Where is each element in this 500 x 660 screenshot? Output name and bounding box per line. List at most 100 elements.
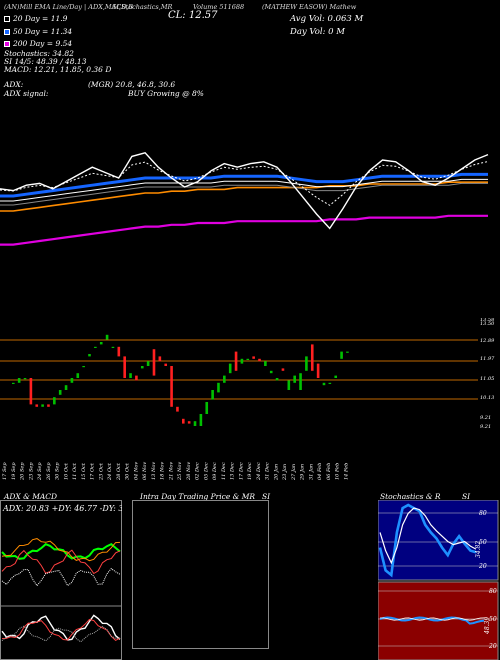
legend-ema20: 20 Day = 11.9 <box>4 14 67 23</box>
candle <box>322 382 326 386</box>
si-line <box>379 616 485 625</box>
candle <box>41 404 44 407</box>
stochastics-panel: 80 50 20 34.82 80 50 20 48.39 <box>378 500 499 660</box>
y-tick-label: 11.97 <box>480 356 495 362</box>
candle <box>170 366 173 407</box>
candle <box>182 418 185 424</box>
x-date-label: 17 Sep <box>2 462 8 480</box>
adx-panel-title: ADX & MACD <box>4 492 58 501</box>
x-date-label: 24 Oct <box>107 462 113 481</box>
x-date-label: 27 Jan <box>291 464 297 481</box>
candle <box>193 421 197 426</box>
si-level-80: 80 <box>489 588 497 595</box>
candle <box>94 346 97 348</box>
macd-line <box>1 614 121 641</box>
candle <box>187 421 191 424</box>
stoch-panel-title: Stochastics & R <box>380 492 441 501</box>
x-date-label: 28 Oct <box>116 462 122 481</box>
legend-si: SI 14/5: 48.39 / 48.13 <box>4 57 87 66</box>
price-line <box>0 152 489 230</box>
legend-adx-signal-value: BUY Growing @ 8% <box>128 89 204 98</box>
intraday-panel-title: Intra Day Trading Price & MR <box>140 492 256 501</box>
x-date-label: 26 Sep <box>46 462 52 481</box>
x-date-label: 31 Dec <box>265 462 271 480</box>
ema-chart <box>0 152 489 246</box>
candle <box>158 356 162 362</box>
header-symbol: (AN)Mill EMA Line/Day | ADX,MACD,B <box>4 3 134 11</box>
candle <box>334 375 338 378</box>
ema50-line <box>0 172 488 198</box>
stoch-level-20: 20 <box>478 563 487 570</box>
header-volume: Volume 511688 <box>193 3 245 11</box>
x-date-label: 13 Dec <box>230 462 236 480</box>
adx-white-line <box>1 567 121 587</box>
candle <box>140 366 144 369</box>
candle <box>47 404 50 407</box>
candle <box>152 349 156 376</box>
legend-stochastics: Stochastics: 34.82 <box>4 49 74 58</box>
ema200-line <box>0 214 488 246</box>
candle <box>146 361 150 366</box>
x-date-label: 18 Nov <box>160 462 166 480</box>
x-date-label: 04 Feb <box>317 463 323 480</box>
legend-adx: ADX: <box>4 80 24 89</box>
candle <box>70 378 74 383</box>
x-date-label: 15 Oct <box>81 462 87 480</box>
x-date-label: 24 Dec <box>256 462 262 481</box>
date-axis: 17 Sep 19 Sep 20 Sep 23 Sep 24 Sep 26 Sep 30 S… <box>2 462 349 481</box>
x-date-label: 21 Nov <box>168 462 174 481</box>
candle <box>258 358 261 362</box>
adx-line <box>1 538 121 562</box>
candle <box>88 354 91 357</box>
candle <box>23 378 27 380</box>
x-date-label: 11 Dec <box>221 462 227 480</box>
x-date-label: 31 Jan <box>308 464 314 480</box>
candle <box>305 356 308 371</box>
y-tick-label: 13.58 <box>480 318 494 323</box>
candle <box>76 373 80 378</box>
x-date-label: 11 Oct <box>72 462 78 480</box>
candle <box>340 351 343 359</box>
candle <box>281 368 285 371</box>
candle <box>199 414 203 426</box>
candle <box>99 342 103 345</box>
adx-minus-di-line <box>1 549 121 575</box>
x-date-label: 23 Jan <box>282 464 288 481</box>
intraday-si-label: SI <box>262 492 271 501</box>
x-date-label: 10 Feb <box>335 463 341 480</box>
y-tick-label: 13.50 <box>480 321 495 327</box>
adx-macd-panel: ADX: 20.83 +DY: 46.77 -DY: 30.66 <box>0 500 122 660</box>
day-volume: Day Vol: 0 M <box>290 27 345 37</box>
candle <box>246 358 250 360</box>
candle <box>64 385 68 390</box>
macd-signal-line <box>1 618 121 642</box>
ema-grey-line <box>0 182 488 206</box>
x-date-label: 20 Sep <box>20 462 26 481</box>
legend-adx-values: (MGR) 20.8, 46.8, 30.6 <box>88 80 176 89</box>
candle <box>264 361 267 366</box>
candle <box>135 375 138 381</box>
y-tick-label: 12.89 <box>480 338 495 344</box>
header-company: (MATHEW EASOW) Mathew <box>262 3 357 11</box>
adx-plus-di-line <box>1 543 121 560</box>
x-date-label: 02 Dec <box>195 462 201 480</box>
candle <box>205 402 209 414</box>
ema-dotted-line <box>0 161 489 206</box>
y-tick-label: 9.21 <box>480 415 491 421</box>
header-indicators: SI,Stochastics,MR <box>112 3 173 11</box>
x-date-label: 06 Nov <box>142 462 148 480</box>
candle <box>275 378 279 381</box>
ema-white-band-line <box>0 178 488 202</box>
si-level-50: 50 <box>489 616 497 623</box>
x-date-label: 23 Sep <box>28 462 34 481</box>
candle <box>293 375 296 383</box>
candle <box>269 370 273 374</box>
x-date-label: 25 Nov <box>177 462 183 481</box>
candle <box>53 397 56 405</box>
si-value: 48.39 <box>484 617 491 635</box>
y-tick-label: 9.21 <box>480 424 491 430</box>
stoch-si-label: SI <box>462 492 471 501</box>
candle <box>12 382 15 384</box>
candle <box>328 382 332 384</box>
avg-volume: Avg Vol: 0.063 M <box>290 14 364 24</box>
